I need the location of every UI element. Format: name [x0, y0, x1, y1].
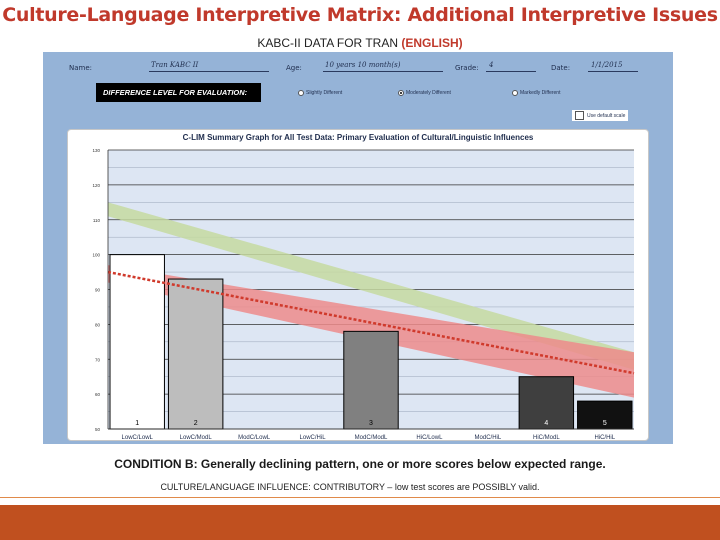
subtitle-accent: (ENGLISH) — [401, 36, 463, 50]
footer-divider — [0, 497, 720, 498]
y-tick-label: 60 — [95, 392, 101, 397]
name-value[interactable]: Tran KABC II — [151, 61, 199, 69]
y-tick-label: 90 — [95, 288, 101, 293]
bar — [167, 278, 224, 430]
clim-chart: C-LIM Summary Graph for All Test Data: P… — [67, 129, 649, 441]
date-underline — [588, 71, 638, 72]
y-tick-label: 80 — [95, 322, 101, 327]
chart-svg: 1 2 3 4 5 50 60 70 80 90 100 110 120 130 LowC/LowL LowC… — [92, 148, 635, 441]
radio-slightly-different[interactable]: Slightly Different — [298, 90, 342, 96]
y-tick-label: 110 — [93, 218, 101, 223]
radio-label: Slightly Different — [306, 90, 343, 96]
x-tick-label: ModC/HiL — [475, 435, 502, 441]
x-tick-label: LowC/ModL — [180, 435, 213, 441]
bar-label: 5 — [603, 420, 607, 427]
radio-dot[interactable] — [298, 90, 304, 96]
x-tick-label: ModC/ModL — [355, 435, 388, 441]
bar-label: 4 — [544, 420, 548, 427]
bar-label: 3 — [369, 420, 373, 427]
bar-label: 2 — [194, 420, 198, 427]
default-scale-checkbox[interactable]: Use default scale — [572, 110, 629, 121]
trend-line — [107, 270, 635, 375]
checkbox-label: Use default scale — [587, 112, 626, 119]
radio-markedly-different[interactable]: Markedly Different — [512, 90, 560, 96]
y-tick-label: 130 — [92, 148, 100, 153]
x-tick-label: HiC/ModL — [533, 435, 560, 441]
bar — [109, 254, 165, 430]
bar — [343, 330, 399, 430]
x-tick-label: ModC/LowL — [238, 435, 271, 441]
x-tick-label: LowC/LowL — [122, 435, 154, 441]
y-tick-label: 70 — [95, 357, 101, 362]
age-value[interactable]: 10 years 10 month(s) — [325, 61, 401, 69]
chart-title: C-LIM Summary Graph for All Test Data: P… — [182, 133, 534, 142]
radio-label: Markedly Different — [520, 90, 561, 96]
subtitle-prefix: KABC-II DATA FOR TRAN — [257, 36, 402, 50]
radio-label: Moderately Different — [406, 90, 451, 96]
slide-title: Culture-Language Interpretive Matrix: Ad… — [2, 4, 718, 26]
x-tick-label: HiC/LowL — [416, 435, 443, 441]
influence-text: CULTURE/LANGUAGE INFLUENCE: CONTRIBUTORY… — [160, 482, 540, 492]
bar — [577, 400, 633, 430]
date-label: Date: — [551, 64, 571, 72]
radio-dot[interactable] — [512, 90, 518, 96]
name-underline — [149, 71, 269, 72]
x-tick-label: HiC/HiL — [594, 435, 615, 441]
footer-bar — [0, 505, 720, 540]
y-tick-label: 100 — [92, 253, 100, 258]
expected-range-band — [108, 202, 634, 370]
x-tick-label: LowC/HiL — [300, 435, 327, 441]
grade-label: Grade: — [455, 64, 479, 72]
age-label: Age: — [286, 64, 302, 72]
condition-text: CONDITION B: Generally declining pattern… — [114, 457, 606, 471]
clim-panel: Name: Tran KABC II Age: 10 years 10 mont… — [43, 52, 673, 444]
difference-level-label: DIFFERENCE LEVEL FOR EVALUATION: — [96, 83, 261, 102]
y-tick-label: 120 — [92, 183, 100, 188]
checkbox-box[interactable] — [575, 111, 584, 120]
bar-label: 1 — [135, 420, 139, 427]
y-tick-label: 50 — [95, 427, 101, 432]
grade-value[interactable]: 4 — [489, 61, 494, 69]
name-label: Name: — [69, 64, 93, 72]
date-value[interactable]: 1/1/2015 — [591, 61, 623, 69]
data-subtitle: KABC-II DATA FOR TRAN (ENGLISH) — [0, 36, 720, 50]
radio-moderately-different[interactable]: Moderately Different — [398, 90, 451, 96]
radio-dot-selected[interactable] — [398, 90, 404, 96]
grade-underline — [486, 71, 536, 72]
bar — [518, 376, 575, 430]
age-underline — [323, 71, 443, 72]
